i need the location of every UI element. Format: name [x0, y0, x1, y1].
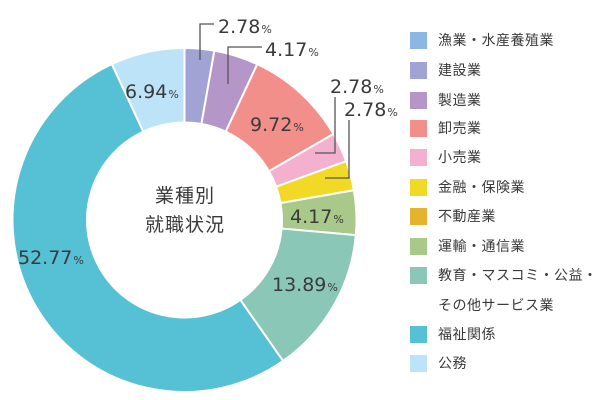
- legend-swatch-icon: [410, 354, 427, 372]
- legend-label: 卸売業: [438, 121, 482, 137]
- legend-label: 教育・マスコミ・公益・: [438, 268, 598, 284]
- slice-value-label: 2.78%: [330, 76, 384, 98]
- legend-swatch-icon: [410, 207, 427, 225]
- slice-value-label: 4.17%: [290, 206, 344, 228]
- slice-value-label: 13.89%: [272, 274, 338, 296]
- donut-slices: [11, 46, 358, 393]
- slice-value-label: 4.17%: [265, 39, 319, 61]
- legend-item-transport: 運輸・通信業: [410, 236, 525, 256]
- leader-line-manufacturing: [227, 46, 262, 84]
- legend-label: 小売業: [438, 150, 482, 166]
- leader-lines: [199, 23, 350, 179]
- donut-slice: [11, 62, 285, 393]
- legend-item-construction: 建設業: [410, 60, 482, 80]
- leader-line-construction: [199, 23, 214, 60]
- legend-label: 不動産業: [438, 209, 496, 225]
- legend-item-retail: 小売業: [410, 147, 482, 167]
- legend-label: 漁業・水産養殖業: [438, 33, 554, 49]
- slice-value-label: 6.94%: [125, 81, 179, 103]
- legend-label: 建設業: [438, 63, 482, 79]
- slice-value-label: 52.77%: [18, 247, 84, 269]
- slice-value-label: 2.78%: [218, 16, 272, 38]
- legend-label: 製造業: [438, 93, 482, 109]
- donut-slice: [110, 46, 186, 133]
- legend-item-education-services-line2: その他サービス業: [438, 295, 554, 315]
- legend-swatch-icon: [410, 237, 427, 255]
- legend-swatch-icon: [410, 325, 427, 343]
- leader-line-retail: [315, 97, 336, 154]
- legend-item-real-estate: 不動産業: [410, 206, 496, 226]
- legend-item-fishery: 漁業・水産養殖業: [410, 30, 554, 50]
- leader-line-finance: [325, 120, 350, 179]
- slice-value-label: 9.72%: [250, 114, 304, 136]
- legend-swatch-icon: [410, 178, 427, 196]
- legend-item-wholesale: 卸売業: [410, 118, 482, 138]
- chart-center-title: 業種別 就職状況: [104, 182, 266, 240]
- legend-swatch-icon: [410, 119, 427, 137]
- center-title-line2: 就職状況: [144, 214, 225, 236]
- legend-item-welfare: 福祉関係: [410, 324, 496, 344]
- legend-label: その他サービス業: [438, 298, 554, 314]
- legend-label: 運輸・通信業: [438, 239, 525, 255]
- legend-item-manufacturing: 製造業: [410, 90, 482, 110]
- legend-swatch-icon: [410, 31, 427, 49]
- legend-swatch-icon: [410, 91, 427, 109]
- slice-labels: 2.78%4.17%9.72%2.78%2.78%4.17%13.89%52.7…: [18, 16, 398, 296]
- center-title-line1: 業種別: [154, 185, 215, 207]
- slice-value-label: 2.78%: [344, 99, 398, 121]
- legend-label: 公務: [438, 356, 467, 372]
- legend-item-public-service: 公務: [410, 353, 467, 373]
- legend-item-education-services: 教育・マスコミ・公益・: [410, 265, 598, 285]
- legend-swatch-icon: [410, 148, 427, 166]
- legend-swatch-icon: [410, 61, 427, 79]
- legend-swatch-icon: [410, 266, 427, 284]
- legend-label: 金融・保険業: [438, 180, 525, 196]
- legend-label: 福祉関係: [438, 327, 496, 343]
- legend-item-finance: 金融・保険業: [410, 177, 525, 197]
